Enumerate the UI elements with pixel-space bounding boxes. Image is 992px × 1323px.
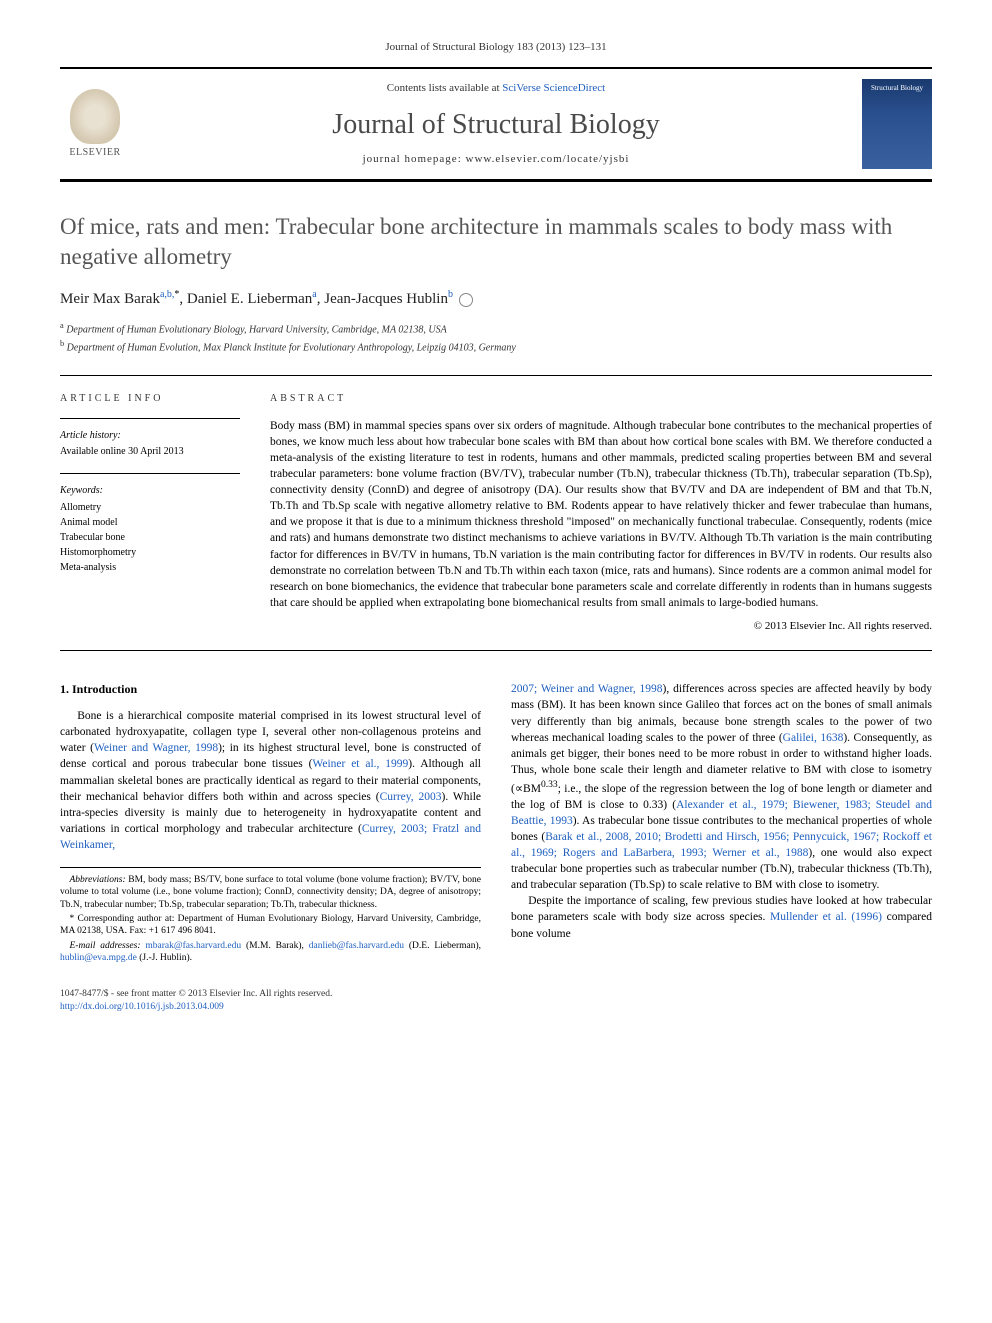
abstract-text: Body mass (BM) in mammal species spans o… [270, 418, 932, 611]
email-link[interactable]: hublin@eva.mpg.de [60, 953, 137, 963]
info-abstract-row: article info Article history: Available … [60, 392, 932, 635]
issn-line: 1047-8477/$ - see front matter © 2013 El… [60, 988, 932, 1000]
abbrev-label: Abbreviations: [70, 875, 126, 885]
email-label: E-mail addresses: [70, 941, 146, 951]
article-title: Of mice, rats and men: Trabecular bone a… [60, 212, 932, 272]
citation-link[interactable]: Currey, 2003 [380, 791, 442, 803]
abstract: abstract Body mass (BM) in mammal specie… [270, 392, 932, 635]
t: (D.E. Lieberman), [404, 941, 481, 951]
cover-title: Structural Biology [871, 85, 923, 93]
authors: Meir Max Baraka,b,*, Daniel E. Lieberman… [60, 288, 932, 310]
crossmark-icon[interactable] [459, 293, 473, 307]
divider-2 [60, 650, 932, 651]
author-2: Daniel E. Lieberman [187, 291, 312, 307]
body-text: 1. Introduction Bone is a hierarchical c… [60, 681, 932, 964]
author-3: Jean-Jacques Hublin [324, 291, 448, 307]
author-3-aff: b [448, 289, 453, 300]
affiliation-a-text: Department of Human Evolutionary Biology… [66, 325, 447, 336]
body-para-2: 2007; Weiner and Wagner, 1998), differen… [511, 681, 932, 893]
article-info-label: article info [60, 392, 240, 406]
footer-meta: 1047-8477/$ - see front matter © 2013 El… [60, 988, 932, 1013]
corr-label: * Corresponding author at: [70, 914, 178, 924]
homepage-prefix: journal homepage: [363, 153, 466, 165]
t: (J.-J. Hublin). [137, 953, 192, 963]
citation-link[interactable]: Weiner and Wagner, 1998 [94, 742, 218, 754]
keywords-list: Allometry Animal model Trabecular bone H… [60, 500, 240, 575]
copyright: © 2013 Elsevier Inc. All rights reserved… [270, 619, 932, 634]
info-divider [60, 418, 240, 419]
history-label: Article history: [60, 429, 240, 443]
journal-name: Journal of Structural Biology [130, 105, 862, 144]
elsevier-tree-icon [70, 89, 120, 144]
corresponding-mark: * [174, 289, 179, 300]
author-1-aff: a,b, [160, 289, 174, 300]
footnotes: Abbreviations: BM, body mass; BS/TV, bon… [60, 867, 481, 964]
keyword: Meta-analysis [60, 560, 240, 575]
citation-header: Journal of Structural Biology 183 (2013)… [60, 40, 932, 55]
homepage-url: www.elsevier.com/locate/yjsbi [466, 153, 630, 165]
keyword: Animal model [60, 515, 240, 530]
exponent: 0.33 [541, 779, 558, 790]
journal-banner: ELSEVIER Contents lists available at Sci… [60, 67, 932, 182]
article-info: article info Article history: Available … [60, 392, 240, 635]
body-para-3: Despite the importance of scaling, few p… [511, 893, 932, 941]
keyword: Trabecular bone [60, 530, 240, 545]
affiliations: a Department of Human Evolutionary Biolo… [60, 320, 932, 355]
banner-center: Contents lists available at SciVerse Sci… [130, 81, 862, 167]
email-link[interactable]: danlieb@fas.harvard.edu [309, 941, 404, 951]
corresponding-author: * Corresponding author at: Department of… [60, 913, 481, 938]
sciencedirect-link[interactable]: SciVerse ScienceDirect [502, 82, 605, 94]
email-addresses: E-mail addresses: mbarak@fas.harvard.edu… [60, 940, 481, 965]
journal-cover-thumbnail: Structural Biology [862, 79, 932, 169]
author-2-aff: a [312, 289, 316, 300]
keyword: Histomorphometry [60, 545, 240, 560]
publisher-logo: ELSEVIER [60, 84, 130, 164]
divider [60, 375, 932, 376]
section-heading: 1. Introduction [60, 681, 481, 698]
keywords-label: Keywords: [60, 484, 240, 498]
t: (M.M. Barak), [241, 941, 309, 951]
publisher-name: ELSEVIER [69, 146, 120, 160]
homepage-line: journal homepage: www.elsevier.com/locat… [130, 152, 862, 167]
affiliation-a: a Department of Human Evolutionary Biolo… [60, 320, 932, 337]
body-para-1: Bone is a hierarchical composite materia… [60, 708, 481, 853]
affiliation-b: b Department of Human Evolution, Max Pla… [60, 338, 932, 355]
affiliation-b-text: Department of Human Evolution, Max Planc… [67, 342, 516, 353]
citation-link[interactable]: 2007; Weiner and Wagner, 1998 [511, 683, 663, 695]
citation-link[interactable]: Galilei, 1638 [783, 732, 844, 744]
citation-link[interactable]: Weiner et al., 1999 [312, 758, 408, 770]
contents-prefix: Contents lists available at [387, 82, 502, 94]
history-text: Available online 30 April 2013 [60, 445, 240, 459]
abstract-label: abstract [270, 392, 932, 406]
info-divider-2 [60, 473, 240, 474]
email-link[interactable]: mbarak@fas.harvard.edu [145, 941, 241, 951]
author-1: Meir Max Barak [60, 291, 160, 307]
doi-link[interactable]: http://dx.doi.org/10.1016/j.jsb.2013.04.… [60, 1002, 224, 1012]
contents-line: Contents lists available at SciVerse Sci… [130, 81, 862, 96]
abbreviations: Abbreviations: BM, body mass; BS/TV, bon… [60, 874, 481, 911]
citation-link[interactable]: Mullender et al. (1996) [770, 911, 882, 923]
keyword: Allometry [60, 500, 240, 515]
